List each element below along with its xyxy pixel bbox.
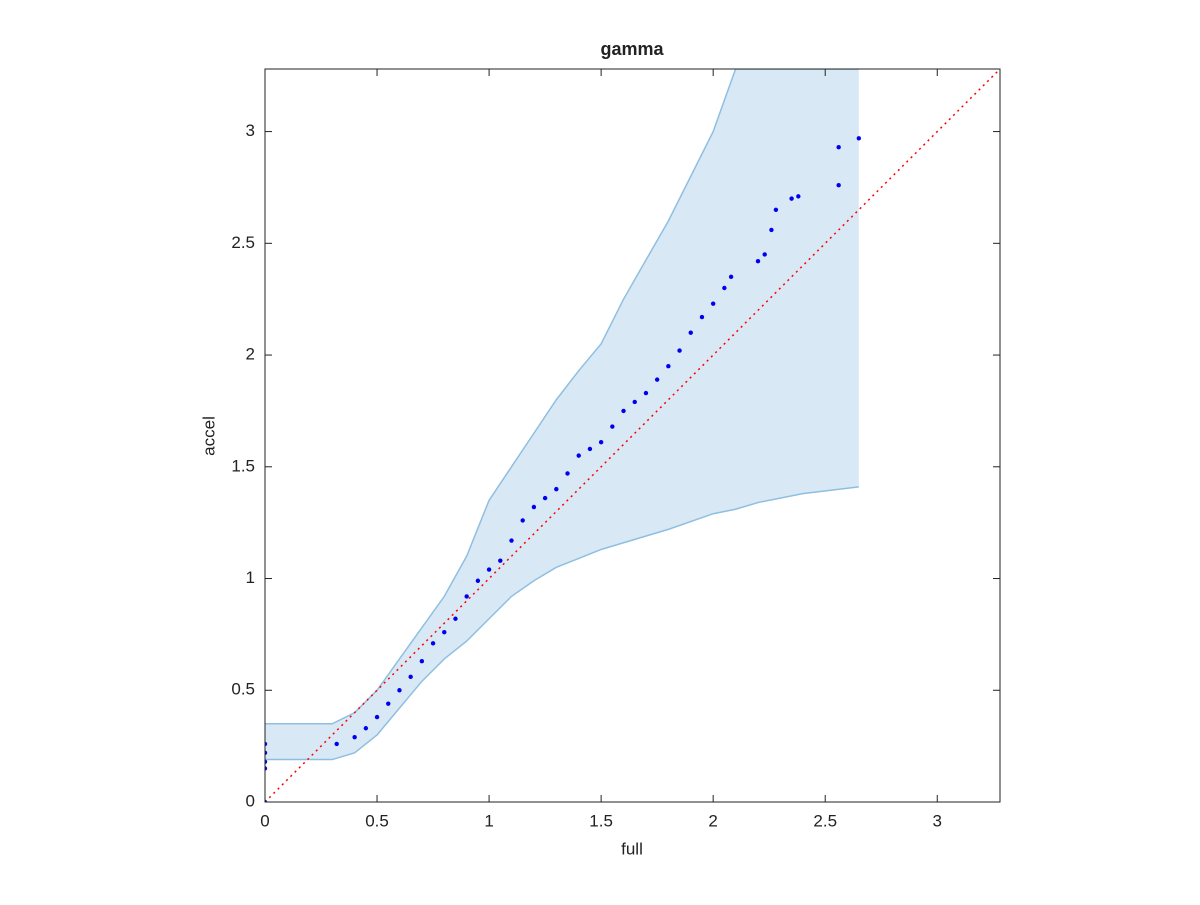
- data-point: [464, 594, 469, 599]
- x-tick-label: 2: [708, 811, 717, 830]
- data-point: [722, 285, 727, 291]
- data-point: [856, 136, 862, 141]
- data-point: [334, 741, 339, 747]
- data-point: [509, 538, 514, 543]
- reference-line: [265, 69, 1000, 802]
- y-tick-label: 2: [246, 345, 255, 364]
- axes-box: [264, 68, 1001, 803]
- data-point: [688, 330, 693, 335]
- data-point: [666, 364, 671, 369]
- data-point: [453, 616, 458, 621]
- data-point: [610, 424, 615, 429]
- data-point: [710, 301, 716, 306]
- data-point: [475, 578, 481, 583]
- data-point: [598, 440, 604, 445]
- data-point: [265, 799, 268, 802]
- data-point: [677, 348, 682, 353]
- data-point: [699, 314, 705, 320]
- x-tick-label: 1.5: [589, 811, 613, 830]
- data-point: [397, 688, 402, 693]
- data-point: [265, 766, 268, 771]
- chart-title: gamma: [600, 39, 664, 59]
- data-point: [836, 145, 841, 150]
- data-point: [520, 518, 525, 523]
- x-tick-label: 1: [484, 811, 493, 830]
- data-point: [531, 504, 537, 510]
- data-point: [762, 252, 767, 257]
- data-point: [386, 701, 391, 706]
- x-tick-label: 3: [933, 811, 942, 830]
- data-point: [755, 258, 761, 264]
- data-point: [773, 207, 779, 212]
- data-point: [554, 486, 559, 492]
- data-point: [769, 227, 774, 233]
- x-tick-label: 2.5: [813, 811, 837, 830]
- data-point: [442, 629, 447, 635]
- y-tick-label: 0: [246, 791, 255, 810]
- data-point: [265, 759, 268, 764]
- data-point: [498, 558, 503, 563]
- data-point: [419, 659, 425, 664]
- y-tick-label: 2.5: [231, 233, 255, 252]
- y-tick-label: 1.5: [231, 456, 255, 475]
- data-point: [836, 183, 841, 188]
- data-point: [654, 377, 660, 382]
- data-point: [408, 674, 413, 680]
- data-point: [587, 446, 593, 452]
- plot-area: [265, 69, 1000, 802]
- data-point: [352, 734, 357, 740]
- data-point: [430, 641, 436, 646]
- data-point: [486, 567, 492, 572]
- x-axis-label: full: [621, 839, 643, 858]
- data-point: [576, 453, 581, 458]
- data-point: [265, 750, 268, 756]
- data-point: [796, 194, 801, 199]
- data-point: [643, 390, 649, 396]
- data-point: [374, 714, 380, 720]
- y-tick-label: 3: [246, 121, 255, 140]
- x-tick-label: 0: [260, 811, 269, 830]
- data-point: [728, 274, 734, 280]
- data-point: [565, 471, 570, 476]
- data-point: [789, 196, 794, 201]
- y-axis-label: accel: [199, 416, 218, 456]
- y-tick-label: 1: [246, 568, 255, 587]
- y-tick-label: 0.5: [231, 680, 255, 699]
- data-point: [363, 726, 369, 731]
- data-point: [542, 495, 548, 501]
- confidence-band: [265, 69, 859, 760]
- x-tick-label: 0.5: [365, 811, 389, 830]
- data-point: [265, 741, 268, 747]
- band-upper-edge: [265, 69, 859, 725]
- data-point: [621, 408, 626, 414]
- data-point: [632, 399, 637, 405]
- band-lower-edge: [265, 486, 859, 761]
